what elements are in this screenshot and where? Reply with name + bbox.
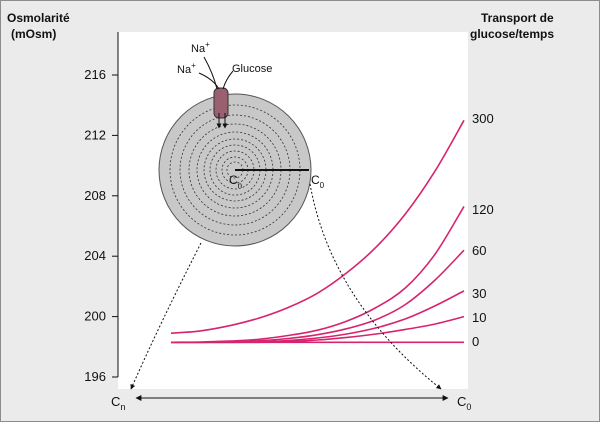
na-label-2: Na+ xyxy=(177,61,196,76)
legend-title-line1: Transport de xyxy=(481,11,554,25)
series-label-10: 10 xyxy=(472,310,486,325)
projection-arrow-cn xyxy=(130,242,202,390)
center-label-cn: Cn xyxy=(229,173,242,190)
glucose-path xyxy=(222,70,234,90)
y-tick-label-196: 196 xyxy=(84,369,106,384)
na-path-2 xyxy=(198,72,220,90)
transporter-protein xyxy=(213,87,229,119)
y-tick-label-204: 204 xyxy=(84,248,106,263)
edge-label-c0: C0 xyxy=(311,173,325,190)
y-axis-label-line1: Osmolarité xyxy=(7,11,70,25)
glucose-label: Glucose xyxy=(232,63,272,75)
na-label-1: Na+ xyxy=(191,40,210,55)
legend-title-line2: glucose/temps xyxy=(470,27,555,41)
y-tick-label-216: 216 xyxy=(84,67,106,82)
y-tick-label-200: 200 xyxy=(84,309,106,324)
y-tick-label-212: 212 xyxy=(84,127,106,142)
x-label-right-c0: C0 xyxy=(457,394,471,412)
series-label-300: 300 xyxy=(472,111,494,126)
projection-arrow-c0 xyxy=(309,183,442,390)
y-axis-label-line2: (mOsm) xyxy=(11,27,57,41)
series-label-60: 60 xyxy=(472,243,486,258)
series-line-300 xyxy=(170,119,465,334)
na-path-1 xyxy=(203,56,218,90)
x-label-left-cn: Cn xyxy=(111,394,125,412)
series-label-120: 120 xyxy=(472,202,494,217)
series-label-30: 30 xyxy=(472,286,486,301)
y-tick-label-208: 208 xyxy=(84,188,106,203)
series-label-0: 0 xyxy=(472,334,479,349)
